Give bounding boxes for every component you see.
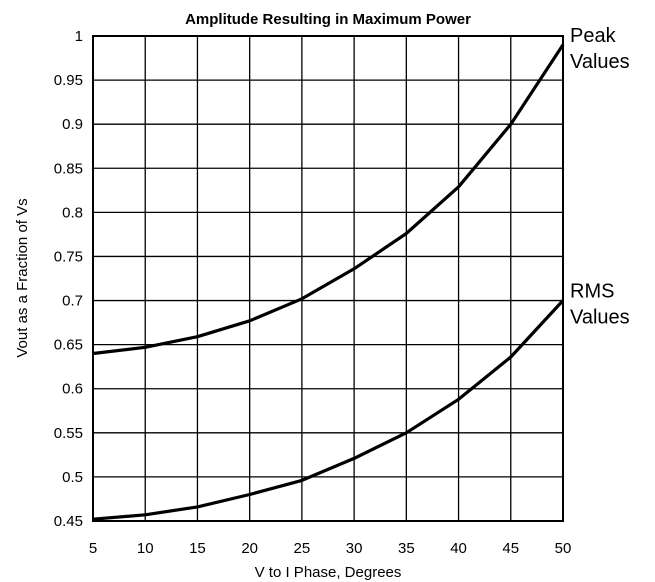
series-label-1: RMS (570, 281, 614, 303)
series-label-1: Values (570, 307, 630, 329)
y-tick-label: 0.45 (54, 513, 83, 530)
y-tick-label: 0.65 (54, 337, 83, 354)
y-axis-label: Vout as a Fraction of Vs (14, 198, 31, 357)
grid (92, 35, 564, 522)
x-tick-label: 45 (502, 540, 519, 557)
series-label-0: Values (570, 51, 630, 73)
x-tick-label: 25 (294, 540, 311, 557)
x-tick-label: 30 (346, 540, 363, 557)
x-tick-label: 15 (189, 540, 206, 557)
x-axis-label: V to I Phase, Degrees (255, 564, 402, 581)
y-tick-label: 0.5 (62, 469, 83, 486)
x-tick-labels: 5 10 15 20 25 30 35 40 45 50 (89, 540, 572, 557)
x-tick-label: 20 (241, 540, 258, 557)
x-tick-label: 40 (450, 540, 467, 557)
series-line-1 (92, 299, 565, 521)
x-tick-label: 50 (555, 540, 572, 557)
y-tick-label: 0.9 (62, 116, 83, 133)
y-tick-labels: 0.45 0.5 0.55 0.6 0.65 0.7 0.75 0.8 0.85 0.9 0.95 1 (54, 28, 83, 530)
y-tick-label: 0.95 (54, 72, 83, 89)
x-tick-label: 10 (137, 540, 154, 557)
y-tick-label: 0.85 (54, 160, 83, 177)
y-tick-label: 0.6 (62, 381, 83, 398)
x-tick-label: 5 (89, 540, 97, 557)
y-tick-label: 0.8 (62, 204, 83, 221)
chart-title: Amplitude Resulting in Maximum Power (185, 11, 471, 28)
series-labels: Peak Values RMS Values (570, 25, 630, 329)
y-tick-label: 0.7 (62, 293, 83, 310)
plot-frame (92, 35, 564, 522)
series-line-0 (92, 43, 565, 356)
y-tick-label: 0.75 (54, 248, 83, 265)
y-tick-label: 1 (75, 28, 83, 45)
x-tick-label: 35 (398, 540, 415, 557)
y-tick-label: 0.55 (54, 425, 83, 442)
series-label-0: Peak (570, 25, 617, 47)
series-lines (92, 43, 565, 521)
